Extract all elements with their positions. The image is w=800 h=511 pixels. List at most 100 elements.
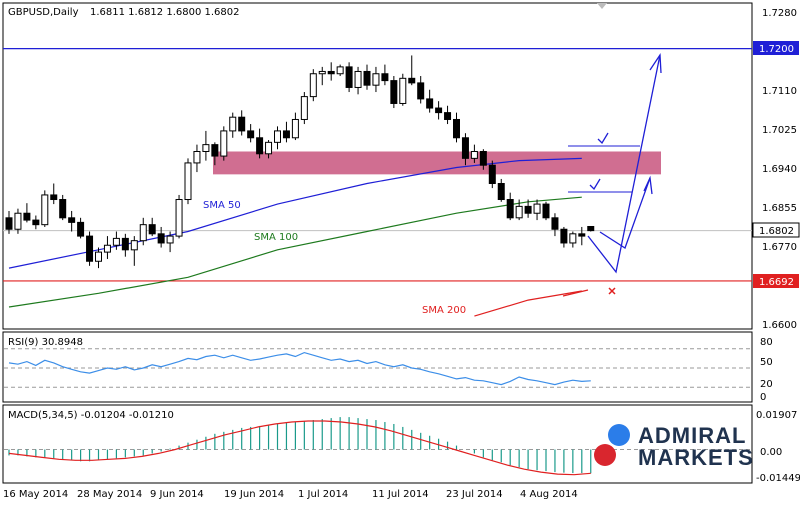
candle-body bbox=[274, 130, 281, 143]
candle-body bbox=[336, 66, 344, 75]
macd-tick: -0.01449 bbox=[756, 473, 800, 484]
candle-body bbox=[265, 141, 273, 155]
candle-body bbox=[470, 150, 478, 159]
logo-blue-dot-icon bbox=[608, 424, 630, 446]
candle bbox=[488, 160, 496, 189]
candle-body bbox=[408, 77, 416, 84]
candle-body bbox=[229, 116, 237, 132]
candle-body bbox=[59, 199, 67, 219]
candle bbox=[381, 64, 389, 86]
candle bbox=[184, 158, 192, 205]
candle-body bbox=[103, 244, 111, 253]
price-tick: 1.7280 bbox=[762, 8, 797, 19]
date-tick: 4 Aug 2014 bbox=[520, 489, 578, 500]
candle bbox=[148, 217, 156, 237]
candle-body bbox=[578, 233, 586, 237]
candle-body bbox=[453, 118, 460, 139]
date-tick: 28 May 2014 bbox=[77, 489, 142, 500]
candle-body bbox=[506, 199, 514, 219]
resistance-price-tag bbox=[753, 41, 799, 55]
checkmark-icon bbox=[597, 132, 609, 145]
candle bbox=[95, 247, 102, 269]
support-price-tag bbox=[753, 274, 799, 288]
candle-body bbox=[77, 221, 85, 237]
date-tick: 23 Jul 2014 bbox=[446, 489, 503, 500]
candle bbox=[524, 199, 532, 218]
candle bbox=[121, 233, 129, 257]
candle bbox=[14, 208, 22, 234]
candle bbox=[470, 144, 478, 163]
sma200-line bbox=[474, 290, 582, 317]
candle-body bbox=[560, 228, 568, 244]
candle bbox=[309, 69, 317, 102]
candle-body bbox=[112, 237, 120, 246]
candle-body bbox=[390, 80, 398, 104]
candle-body bbox=[435, 107, 443, 114]
candle-body bbox=[444, 112, 452, 120]
candle-body bbox=[32, 219, 40, 226]
candle-body bbox=[542, 203, 550, 219]
candle bbox=[41, 190, 49, 227]
scroll-marker-icon bbox=[597, 3, 607, 9]
candle bbox=[50, 183, 58, 205]
candle bbox=[23, 203, 31, 223]
candle-body bbox=[130, 240, 138, 251]
candle-body bbox=[318, 70, 326, 75]
candle bbox=[211, 142, 219, 166]
candle-body bbox=[291, 118, 299, 139]
candle bbox=[390, 76, 398, 109]
macd-tick: 0.01907 bbox=[756, 410, 797, 421]
candle-body bbox=[533, 203, 541, 214]
date-tick: 19 Jun 2014 bbox=[224, 489, 284, 500]
candle-body bbox=[211, 144, 219, 157]
candle bbox=[130, 236, 138, 266]
candle bbox=[265, 140, 273, 159]
candle bbox=[247, 124, 255, 143]
candle-body bbox=[381, 73, 389, 82]
candle bbox=[461, 133, 469, 166]
candle-body bbox=[282, 130, 290, 139]
candle-body bbox=[184, 162, 192, 201]
rsi-line bbox=[8, 351, 591, 386]
candle-body bbox=[166, 235, 174, 244]
candle-body bbox=[220, 130, 228, 157]
candle-body bbox=[587, 225, 595, 232]
candle-body bbox=[479, 150, 487, 166]
candle bbox=[515, 199, 523, 221]
rsi-tick: 0 bbox=[760, 392, 766, 403]
candle bbox=[533, 199, 541, 221]
candle bbox=[453, 112, 460, 143]
candle bbox=[435, 101, 443, 120]
candle-body bbox=[5, 217, 13, 230]
candle bbox=[327, 62, 335, 81]
price-tick: 1.7025 bbox=[762, 125, 797, 136]
sma100-annotation: SMA 100 bbox=[254, 232, 298, 243]
candle-body bbox=[551, 217, 559, 230]
candle-body bbox=[309, 73, 317, 98]
candle bbox=[560, 226, 568, 248]
admiral-markets-logo: ADMIRAL MARKETS bbox=[594, 422, 762, 472]
candle-body bbox=[121, 237, 129, 251]
candle-body bbox=[95, 251, 102, 262]
candle-body bbox=[488, 164, 496, 185]
sma50-annotation: SMA 50 bbox=[203, 200, 241, 211]
macd-signal-line bbox=[8, 420, 591, 476]
candle bbox=[166, 231, 174, 253]
current-price-label: 1.6802 bbox=[759, 226, 794, 237]
price-tick: 1.7110 bbox=[762, 86, 797, 97]
candle bbox=[408, 55, 416, 86]
candle bbox=[238, 110, 246, 136]
candle-body bbox=[193, 150, 201, 164]
candle-body bbox=[86, 235, 94, 262]
candle-body bbox=[417, 82, 425, 100]
candle bbox=[202, 130, 210, 161]
candle-body bbox=[247, 130, 255, 139]
candle-body bbox=[14, 212, 22, 230]
support-price-label: 1.6692 bbox=[759, 277, 794, 288]
candle bbox=[587, 225, 595, 232]
candle bbox=[282, 121, 290, 143]
candle-body bbox=[238, 116, 246, 132]
candle-body bbox=[345, 66, 353, 88]
rsi-tick: 20 bbox=[760, 379, 773, 390]
macd-tick: 0.00 bbox=[760, 447, 782, 458]
